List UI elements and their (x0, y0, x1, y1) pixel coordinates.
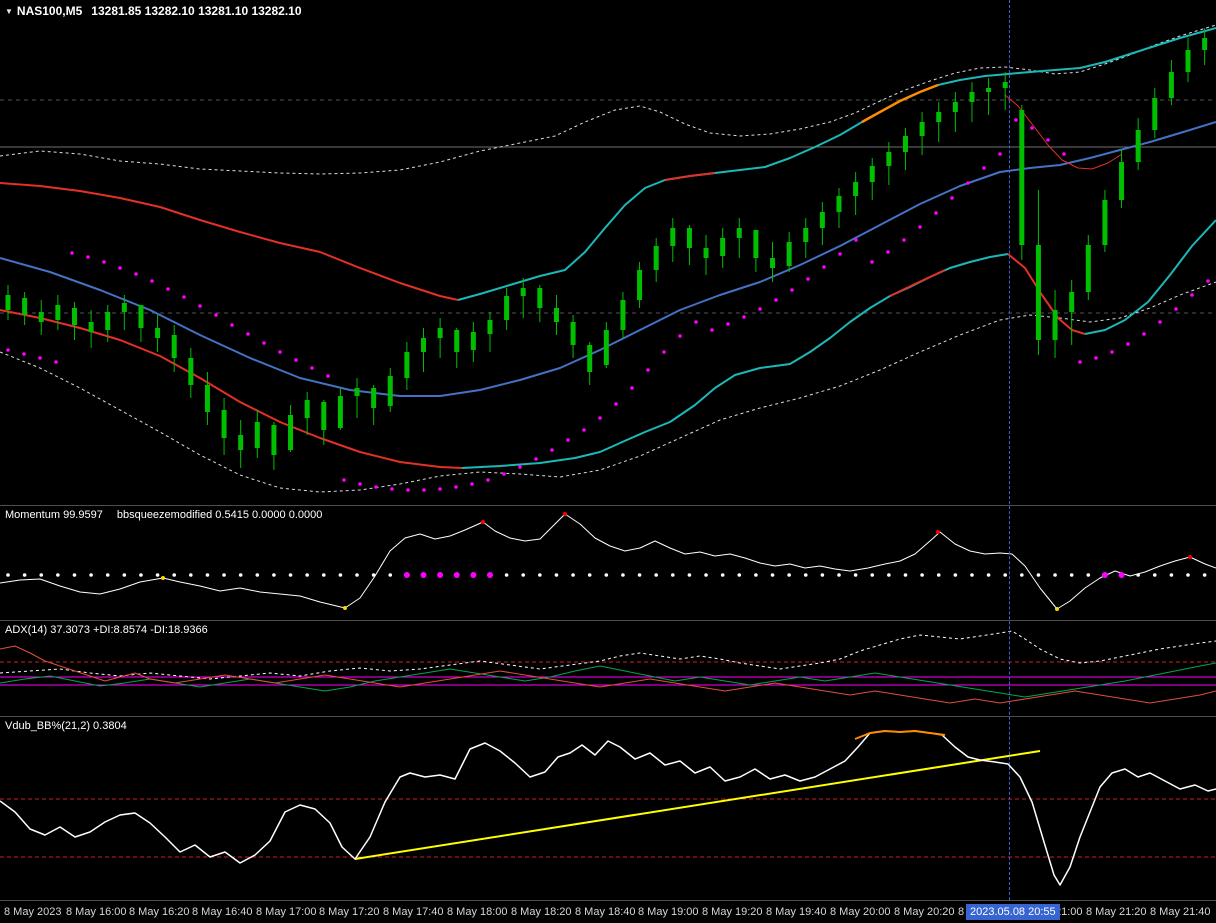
time-label: 8 May 17:00 (256, 906, 317, 918)
vdub-header: Vdub_BB%(21,2) 0.3804 (5, 720, 127, 732)
main-chart-canvas[interactable] (0, 0, 1216, 505)
bbsqueeze-value-label: bbsqueezemodified 0.5415 0.0000 0.0000 (116, 509, 323, 521)
vdub-bb-indicator-panel[interactable]: Vdub_BB%(21,2) 0.3804 (0, 716, 1216, 901)
time-label: 8 May 16:20 (129, 906, 190, 918)
main-chart-header: ▼ NAS100,M5 13281.85 13282.10 13281.10 132… (5, 4, 302, 18)
vdub-value-label: Vdub_BB%(21,2) 0.3804 (5, 720, 127, 732)
vdub-chart-canvas[interactable] (0, 717, 1216, 901)
time-label: 8 May 16:40 (192, 906, 253, 918)
time-label: 8 May 20:00 (830, 906, 891, 918)
time-label: 8 May 17:40 (383, 906, 444, 918)
momentum-value-label: Momentum 99.9597 (5, 509, 103, 521)
momentum-header: Momentum 99.9597 bbsqueezemodified 0.5415… (5, 509, 322, 521)
time-axis[interactable]: 2023.05.08 20:55 8 May 2023 8 May 16:00 8 … (0, 900, 1216, 923)
time-label: 8 May 20:20 (894, 906, 955, 918)
adx-header: ADX(14) 37.3073 +DI:8.8574 -DI:18.9366 (5, 624, 208, 636)
time-highlight-badge: 2023.05.08 20:55 (966, 904, 1060, 920)
time-label: 8 May 19:20 (702, 906, 763, 918)
vertical-time-line[interactable] (1009, 0, 1010, 900)
time-label: 8 May 18:40 (575, 906, 636, 918)
adx-value-label: ADX(14) 37.3073 +DI:8.8574 -DI:18.9366 (5, 624, 208, 636)
time-label: 8 May 2023 (4, 906, 62, 918)
symbol-dropdown-icon[interactable]: ▼ (5, 7, 13, 16)
symbol-timeframe-label: NAS100,M5 (16, 4, 83, 18)
time-label: 8 May 18:00 (447, 906, 508, 918)
time-label: 8 May 16:00 (66, 906, 127, 918)
ohlc-quote-values: 13281.85 13282.10 13281.10 13282.10 (91, 4, 302, 18)
momentum-chart-canvas[interactable] (0, 506, 1216, 621)
time-label: 8 May 19:40 (766, 906, 827, 918)
time-label: 8 May 19:00 (638, 906, 699, 918)
adx-chart-canvas[interactable] (0, 621, 1216, 717)
momentum-indicator-panel[interactable]: Momentum 99.9597 bbsqueezemodified 0.5415… (0, 505, 1216, 621)
main-price-panel[interactable]: ▼ NAS100,M5 13281.85 13282.10 13281.10 132… (0, 0, 1216, 505)
time-label: 8 May 17:20 (319, 906, 380, 918)
time-label: 8 May 21:40 (1150, 906, 1211, 918)
time-label: 8 May 18:20 (511, 906, 572, 918)
time-label: 8 May 21:20 (1086, 906, 1147, 918)
adx-indicator-panel[interactable]: ADX(14) 37.3073 +DI:8.8574 -DI:18.9366 (0, 620, 1216, 717)
